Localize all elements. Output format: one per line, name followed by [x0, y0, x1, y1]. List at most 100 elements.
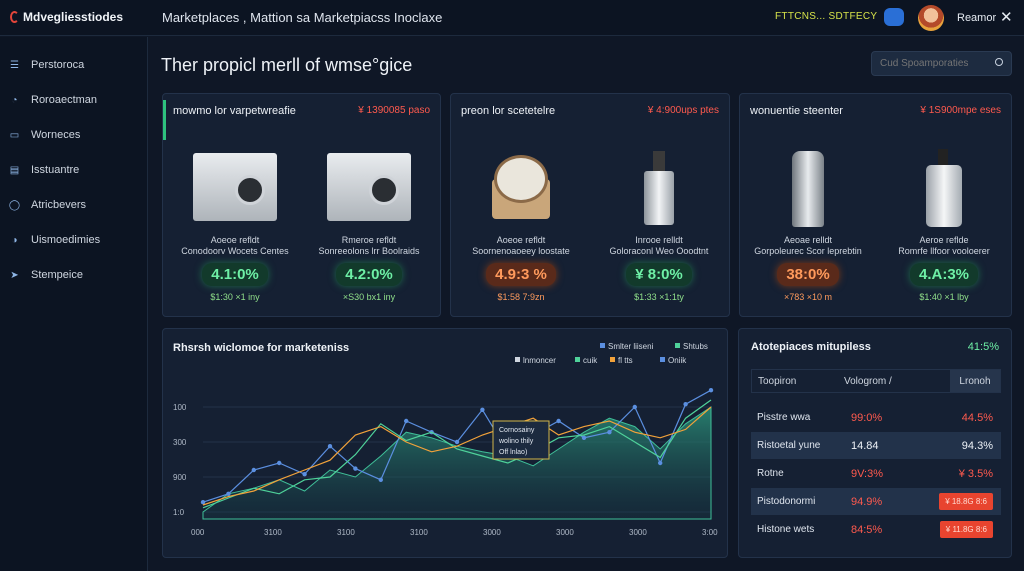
legend-swatch	[660, 357, 665, 362]
panel-title: Atotepiaces mitupiless	[751, 341, 871, 353]
legend-label: Shtubs	[683, 342, 708, 351]
chart-icon: ◔	[11, 94, 18, 106]
sidebar-item-2[interactable]: ◔ Roroaectman	[8, 90, 97, 110]
sidebar-item-label: Atricbevers	[31, 199, 87, 211]
product-subvalue: $1:33 ×1:1ty	[634, 292, 684, 302]
x-tick-label: 3100	[264, 528, 282, 537]
menu-icon: ☰	[10, 59, 19, 71]
window-title: Marketplaces , Mattion sa Marketpiacss I…	[162, 10, 443, 25]
sidebar-item-4[interactable]: ▤ Isstuantre	[8, 160, 80, 180]
monitor-icon: ▭	[9, 129, 20, 141]
close-icon[interactable]: ✕	[1000, 9, 1013, 26]
data-point	[302, 472, 307, 477]
product-item[interactable]: Rmeroe refldt Sonreeolons lrr Boolraids …	[311, 149, 427, 302]
notification-icon[interactable]	[884, 8, 904, 26]
tooltip-line-3: Off lnlao)	[499, 449, 527, 456]
row-value: 44.5%	[961, 411, 993, 424]
product-item[interactable]: Aoeoe refldt Soornenoaoeey loostate 4.9:…	[463, 149, 579, 302]
plates-image	[486, 149, 556, 229]
data-point	[200, 500, 206, 505]
table-row[interactable]: Pisstre wwa 99:0% 44.5%	[751, 404, 1001, 431]
percent-badge: 38:0%	[777, 263, 839, 286]
column-header[interactable]: Toopiron	[758, 375, 797, 387]
product-item[interactable]: Aoeoe refldt Conodoorv Wocets Centes 4.1…	[177, 149, 293, 302]
search-input[interactable]	[880, 58, 990, 69]
product-card[interactable]: wonuentie steenter ¥ 1S900mpe eses Aeoae…	[739, 93, 1012, 317]
brand[interactable]: Mdvegliesstiodes	[10, 10, 123, 24]
row-value: 84:5%	[851, 523, 883, 536]
product-item[interactable]: Inrooe relldt Goloraconl Weo Ooodtnt ¥ 8…	[601, 149, 717, 302]
product-card[interactable]: mowmo lor varpetwreafie ¥ 1390085 paso A…	[162, 93, 441, 317]
x-tick-label: 3000	[629, 528, 647, 537]
legend-swatch	[575, 357, 580, 362]
status-indicator: FTTCNS... SDTFECY	[775, 11, 878, 22]
percent-badge: 4.9:3 %	[486, 263, 556, 286]
product-subvalue: $1:30 ×1 iny	[210, 292, 260, 302]
x-tick-label: 3100	[337, 528, 355, 537]
data-point	[480, 407, 485, 412]
percent-badge: 4.A:3%	[909, 263, 979, 286]
price-badge[interactable]: ¥ 11.8G 8:6	[939, 521, 993, 538]
card-price: ¥ 1S900mpe eses	[920, 105, 1001, 116]
area-chart[interactable]: Rhsrsh wiclomoe for marketeniss Smlter l…	[163, 329, 729, 559]
cylinder-image	[790, 149, 826, 229]
sidebar-item-3[interactable]: ▭ Worneces	[8, 125, 81, 145]
y-tick-label: 1:0	[173, 508, 185, 517]
tooltip-line-2: wolino thily	[498, 438, 534, 445]
price-badge[interactable]: ¥ 18.8G 8:6	[939, 493, 993, 510]
sidebar: ☰ Perstoroca ◔ Roroaectman ▭ Worneces ▤ Isst…	[0, 37, 148, 571]
product-sublabel: Romrfe llfoor vooloerer	[898, 246, 990, 256]
search-box[interactable]	[871, 51, 1012, 76]
percent-badge: 4.1:0%	[202, 263, 268, 286]
data-point	[226, 491, 231, 496]
column-tab[interactable]: Lronoh	[950, 370, 1000, 392]
data-point	[581, 435, 587, 440]
data-point	[251, 467, 256, 473]
row-value: 94.3%	[961, 439, 993, 452]
chart-panel: Rhsrsh wiclomoe for marketeniss Smlter l…	[162, 328, 728, 558]
card-title: mowmo lor varpetwreafie	[173, 105, 296, 117]
card-price: ¥ 4:900ups ptes	[647, 105, 719, 116]
avatar[interactable]	[918, 5, 944, 31]
search-icon[interactable]	[995, 58, 1003, 66]
legend-swatch	[675, 343, 680, 348]
product-sublabel: Sonreeolons lrr Boolraids	[318, 246, 420, 256]
row-label: Rotne	[757, 468, 784, 479]
sidebar-item-5[interactable]: ◯ Atricbevers	[8, 195, 86, 215]
product-sublabel: Soornenoaoeey loostate	[472, 246, 570, 256]
legend-label: Oniik	[668, 356, 687, 365]
table-row[interactable]: Pistodonormi 94.9% ¥ 18.8G 8:6	[751, 488, 1001, 515]
product-item[interactable]: Aeroe reflde Romrfe llfoor vooloerer 4.A…	[886, 149, 1002, 302]
x-tick-label: 3000	[483, 528, 501, 537]
line-series-green	[202, 399, 712, 509]
data-point	[327, 444, 333, 449]
column-header[interactable]: Vologrom /	[844, 375, 892, 387]
send-icon: ➤	[10, 269, 19, 281]
product-sublabel: Goloraconl Weo Ooodtnt	[609, 246, 709, 256]
row-value: 94.9%	[851, 495, 883, 508]
sidebar-item-6[interactable]: ◑ Uismoedimies	[8, 230, 100, 250]
sidebar-item-label: Uismoedimies	[31, 234, 101, 246]
y-tick-label: 900	[173, 473, 187, 482]
legend-label: fl tts	[618, 356, 633, 365]
product-sublabel: Conodoorv Wocets Centes	[181, 246, 289, 256]
x-tick-label: 000	[191, 528, 205, 537]
line-series-orange	[202, 406, 712, 506]
data-point	[708, 388, 714, 393]
table-row[interactable]: Histone wets 84:5% ¥ 11.8G 8:6	[751, 516, 1001, 543]
table-row[interactable]: Rotne 9V:3% ¥ 3.5%	[751, 460, 1001, 487]
sidebar-item-1[interactable]: ☰ Perstoroca	[8, 55, 84, 75]
data-point	[353, 466, 358, 471]
product-sublabel: Gorpoleurec Scor leprebtin	[754, 246, 862, 256]
card-accent	[163, 100, 166, 140]
tooltip-box	[492, 420, 550, 460]
table-row[interactable]: Ristoetal yune 14.84 94.3%	[751, 432, 1001, 459]
user-name[interactable]: Reamor	[957, 12, 997, 24]
product-label: Aoeoe refldt	[496, 235, 546, 245]
product-card[interactable]: preon lor scetetelre ¥ 4:900ups ptes Aoe…	[450, 93, 730, 317]
product-item[interactable]: Aeoae relldt Gorpoleurec Scor leprebtin …	[750, 149, 866, 302]
data-point	[658, 460, 663, 466]
sidebar-item-7[interactable]: ➤ Stempeice	[8, 265, 83, 285]
top-bar: Mdvegliesstiodes Marketplaces , Mattion …	[0, 0, 1024, 36]
row-label: Pistodonormi	[757, 496, 816, 507]
